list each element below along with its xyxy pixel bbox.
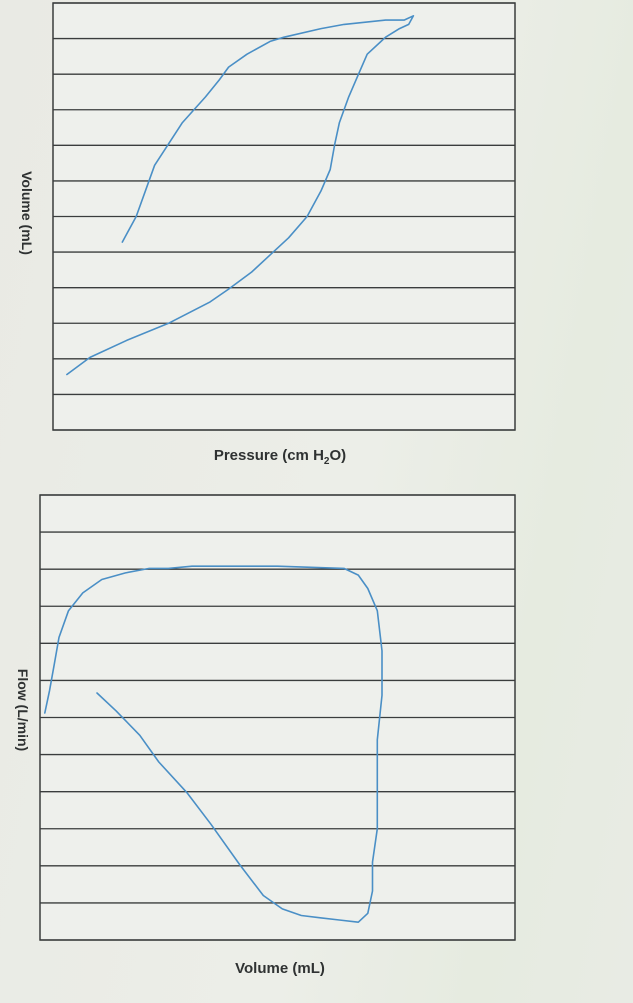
y-axis-label-volume: Volume (mL) (19, 171, 35, 255)
plot-frame (52, 2, 516, 431)
x-axis-label-volume: Volume (mL) (235, 960, 325, 977)
series-line (66, 15, 415, 376)
y-axis-label-flow: Flow (L/min) (15, 668, 31, 752)
series-line (43, 565, 383, 924)
volume-pressure-chart (52, 2, 516, 431)
x-axis-label-pressure: Pressure (cm H2O) (213, 447, 347, 467)
flow-volume-chart (39, 494, 516, 941)
plot-frame (39, 494, 516, 941)
